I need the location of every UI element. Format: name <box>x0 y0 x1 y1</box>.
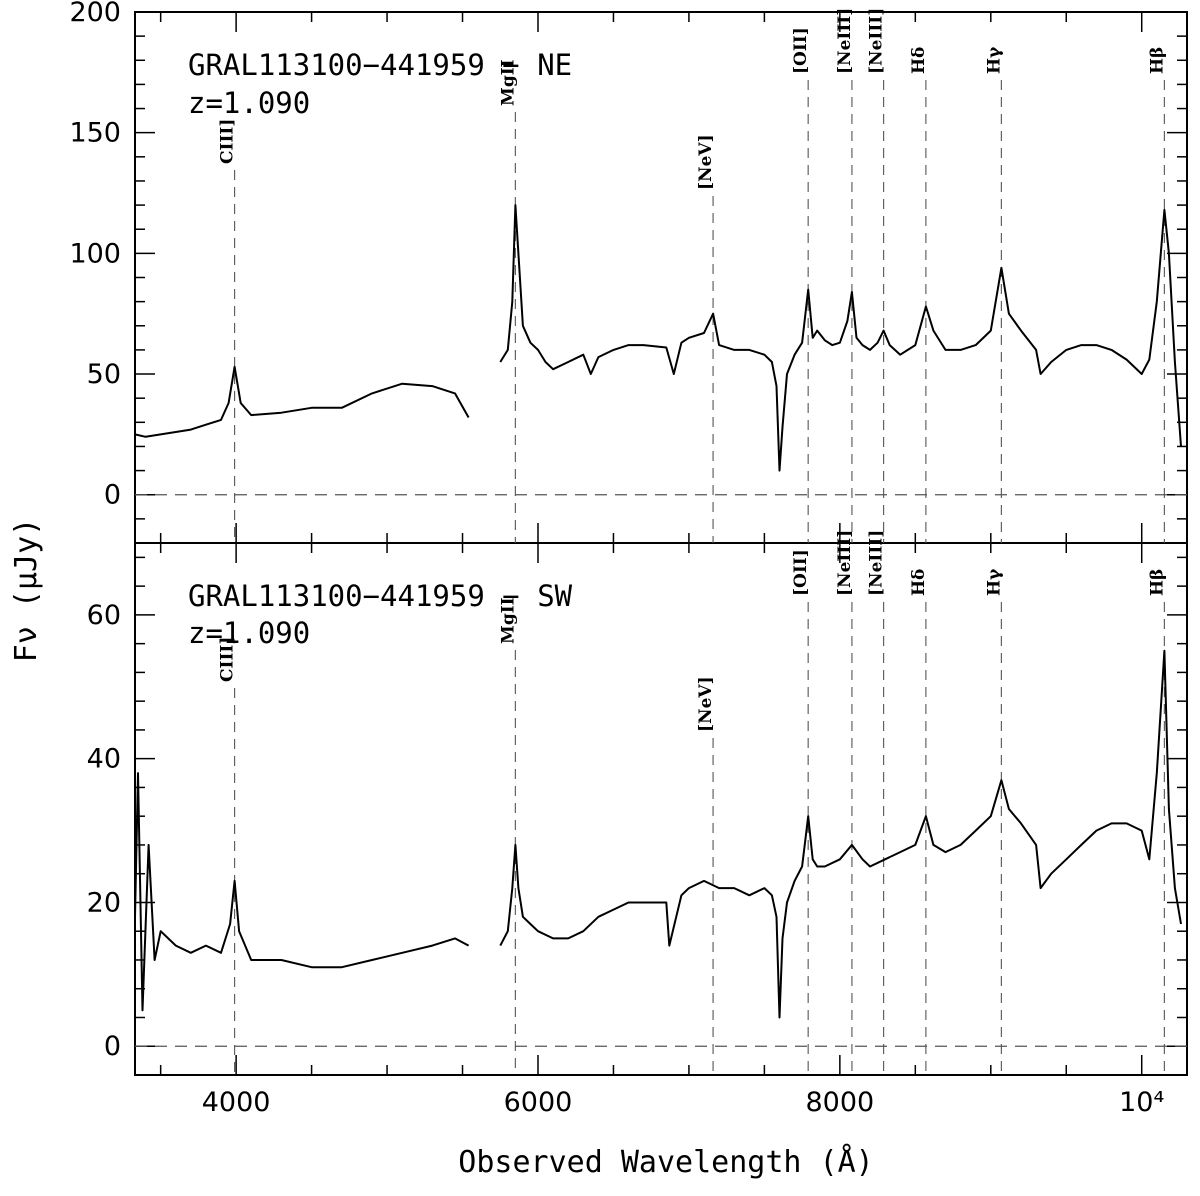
emission-line-label: Hδ <box>909 569 929 596</box>
emission-line-labels: CIII] MgII [NeV] [OII] [NeIII] [NeIII] Hδ Hγ Hβ C… <box>218 8 1168 732</box>
emission-line-label: Hγ <box>984 568 1004 596</box>
y-tick-label: 50 <box>87 359 121 390</box>
panel-ne-title: GRAL113100−441959 − NE <box>188 48 572 82</box>
emission-line-label: [NeIII] <box>867 530 887 596</box>
axis-ticks <box>135 11 1187 1076</box>
y-tick-label: 20 <box>87 887 121 918</box>
y-tick-label: 60 <box>87 600 121 631</box>
y-tick-label: 100 <box>69 238 121 269</box>
panel-sw-title: GRAL113100−441959 − SW <box>188 579 573 613</box>
y-tick-label: 0 <box>104 1031 121 1062</box>
spectrum-segment <box>134 772 470 1012</box>
emission-line-label: CIII] <box>218 119 238 164</box>
emission-line-label: MgII <box>498 59 518 106</box>
panel-sw-redshift: z=1.090 <box>188 616 310 650</box>
y-tick-label: 0 <box>104 480 121 511</box>
emission-line-label: [NeV] <box>696 676 716 732</box>
y-tick-label: 200 <box>69 0 121 28</box>
emission-line-label: Hβ <box>1147 569 1167 596</box>
zero-lines <box>135 494 1187 1047</box>
y-axis-label: Fν (μJy) <box>9 518 44 663</box>
emission-line-label: [OII] <box>791 27 811 74</box>
emission-line-label: [NeIII] <box>835 530 855 596</box>
panel-ne-redshift: z=1.090 <box>188 86 310 120</box>
emission-line-label: [NeV] <box>696 134 716 190</box>
y-tick-label: 40 <box>87 744 121 775</box>
y-tick-label: 150 <box>69 118 121 149</box>
emission-line-markers <box>234 80 1165 1075</box>
emission-line-label: [OII] <box>791 549 811 596</box>
spectrum-segment <box>499 649 1182 1019</box>
x-axis-label: Observed Wavelength (Å) <box>458 1144 873 1180</box>
spectrum-segment <box>134 365 470 438</box>
emission-line-label: Hγ <box>984 46 1004 74</box>
emission-line-label: Hβ <box>1147 47 1167 74</box>
tick-labels: 0 50 100 150 200 0 20 40 60 4000 6000 8000 10⁴ <box>69 0 1164 1118</box>
spectrum-segment <box>499 204 1182 472</box>
emission-line-label: [NeIII] <box>835 8 855 74</box>
emission-line-label: MgII <box>498 597 518 644</box>
emission-line-label: Hδ <box>909 47 929 74</box>
x-tick-label: 4000 <box>202 1087 271 1118</box>
x-tick-label: 8000 <box>805 1087 874 1118</box>
panel-sw-frame <box>134 542 1188 1076</box>
emission-line-label: CIII] <box>218 637 238 682</box>
emission-line-label: [NeIII] <box>867 8 887 74</box>
spectra <box>134 204 1182 1019</box>
x-tick-label: 6000 <box>504 1087 573 1118</box>
x-tick-label: 10⁴ <box>1119 1087 1164 1118</box>
